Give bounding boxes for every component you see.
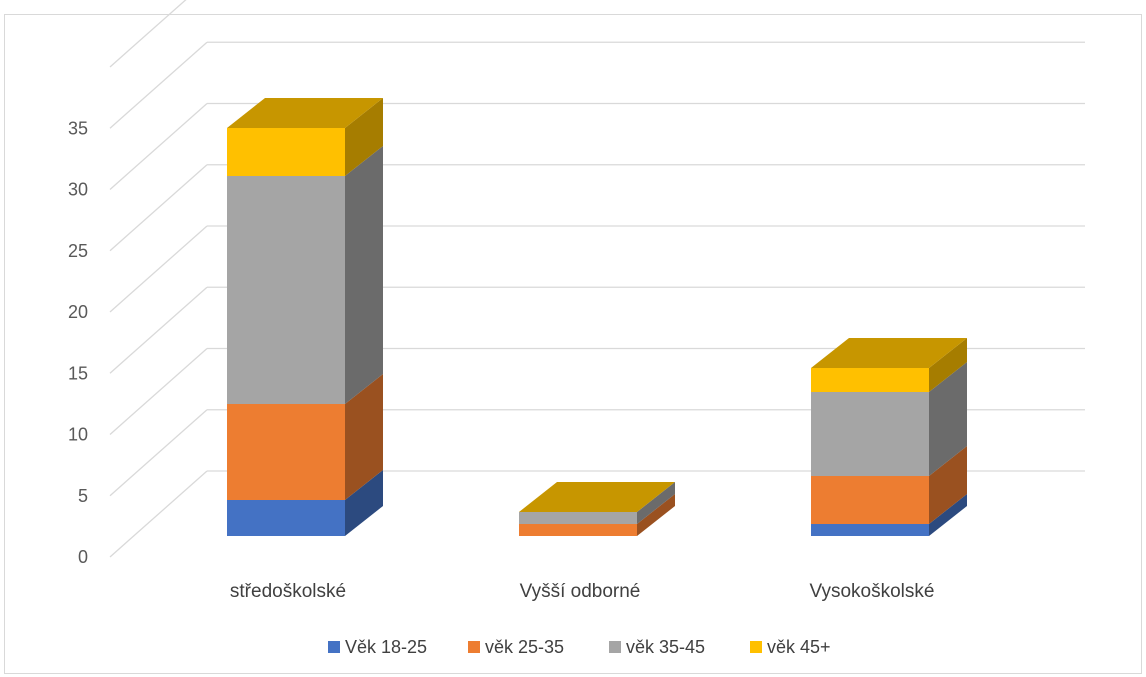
legend-label: věk 45+ xyxy=(767,637,831,657)
gridline-side xyxy=(109,41,208,129)
category-labels: středoškolské Vyšší odborné Vysokoškolské xyxy=(230,581,935,602)
legend-swatch xyxy=(468,641,480,653)
bar-segment-side xyxy=(345,146,383,404)
bar-top-face xyxy=(811,338,967,368)
legend: Věk 18-25 věk 25-35 věk 35-45 věk 45+ xyxy=(328,637,831,657)
legend-label: věk 25-35 xyxy=(485,637,564,657)
legend-item: věk 45+ xyxy=(750,637,831,657)
bar-top-face xyxy=(519,482,675,512)
bars xyxy=(227,98,967,536)
category-label: Vyšší odborné xyxy=(520,581,641,602)
y-tick-label: 35 xyxy=(68,118,88,138)
y-tick-label: 20 xyxy=(68,302,88,322)
bar-stack xyxy=(519,482,675,536)
y-tick-label: 10 xyxy=(68,425,88,445)
gridline-side xyxy=(109,286,208,374)
bar-segment-front xyxy=(811,524,929,536)
y-tick-label: 25 xyxy=(68,241,88,261)
gridline-side xyxy=(109,409,208,497)
bar-segment-side xyxy=(929,338,967,392)
bar-segment-front xyxy=(227,404,345,500)
y-tick-label: 5 xyxy=(78,486,88,506)
y-tick-label: 0 xyxy=(78,547,88,567)
bar-segment-side xyxy=(345,98,383,176)
bar-segment-front xyxy=(811,476,929,524)
bar-segment-front xyxy=(227,128,345,176)
bar-segment-front xyxy=(227,500,345,536)
legend-item: věk 35-45 xyxy=(609,637,705,657)
bar-stack xyxy=(811,338,967,536)
y-tick-label: 15 xyxy=(68,363,88,383)
bar-segment-front xyxy=(811,368,929,392)
bar-segment-side xyxy=(929,446,967,524)
legend-swatch xyxy=(750,641,762,653)
gridline-side xyxy=(109,470,208,558)
gridline-side xyxy=(109,103,208,190)
bar-segment-side xyxy=(345,470,383,536)
legend-label: Věk 18-25 xyxy=(345,637,427,657)
gridline-side xyxy=(109,225,208,313)
gridline-side xyxy=(109,164,208,252)
bar-segment-side xyxy=(637,482,675,524)
legend-item: Věk 18-25 xyxy=(328,637,427,657)
gridline-side xyxy=(109,348,208,435)
category-label: Vysokoškolské xyxy=(810,581,935,602)
bar-segment-front xyxy=(811,392,929,476)
bar-segment-front xyxy=(519,524,637,536)
bar-segment-front xyxy=(519,512,637,524)
y-axis-tick-labels: 0 5 10 15 20 25 30 35 xyxy=(68,118,88,567)
y-tick-label: 30 xyxy=(68,180,88,200)
legend-label: věk 35-45 xyxy=(626,637,705,657)
category-label: středoškolské xyxy=(230,581,346,602)
bar-segment-side xyxy=(929,362,967,476)
gridline-side xyxy=(109,0,187,68)
bar-segment-side xyxy=(345,374,383,500)
bar-segment-side xyxy=(637,494,675,536)
bar-stack xyxy=(227,98,383,536)
legend-swatch xyxy=(609,641,621,653)
bar-top-face xyxy=(227,98,383,128)
legend-swatch xyxy=(328,641,340,653)
legend-item: věk 25-35 xyxy=(468,637,564,657)
bar-segment-front xyxy=(227,176,345,404)
bar-segment-side xyxy=(929,494,967,536)
